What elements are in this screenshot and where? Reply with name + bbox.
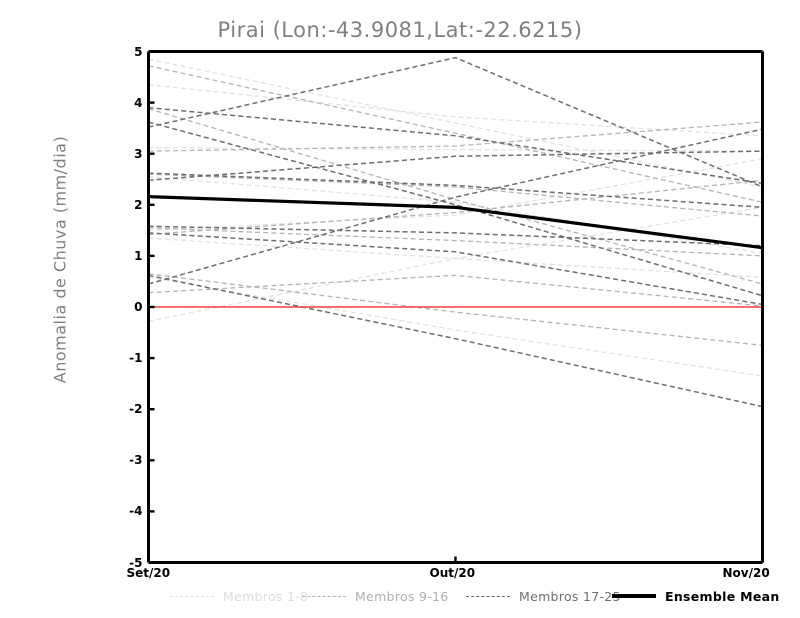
member-line (148, 206, 763, 322)
member-line (148, 106, 763, 185)
member-line (148, 150, 763, 182)
series-layer (148, 56, 763, 408)
member-line (148, 128, 763, 285)
y-axis-tick-label: 4 (134, 95, 143, 110)
y-axis-tick-label: -2 (129, 402, 143, 417)
ensemble-mean-line (148, 195, 763, 250)
y-axis-tick-label: 2 (134, 197, 143, 212)
legend-label: Membros 1-8 (223, 588, 309, 604)
legend-swatch (170, 595, 214, 597)
member-line (148, 146, 763, 152)
y-axis-tick-label: -4 (129, 504, 143, 519)
member-line (148, 227, 763, 257)
y-axis-tick-label: 0 (134, 300, 143, 314)
member-line (148, 108, 763, 285)
axis-layer (147, 50, 764, 564)
legend-item: Ensemble Mean (612, 586, 780, 606)
x-axis-tick-label: Set/20 (126, 566, 171, 580)
legend-item: Membros 9-16 (302, 586, 449, 606)
legend-swatch (612, 594, 656, 598)
member-line (148, 237, 763, 279)
member-line (148, 179, 763, 236)
legend-item: Membros 1-8 (170, 586, 308, 606)
y-axis-tick-label: 3 (134, 146, 143, 161)
member-line (148, 232, 763, 306)
legend-label: Ensemble Mean (665, 588, 780, 604)
y-axis-tick-label: -5 (129, 555, 143, 570)
member-line (148, 274, 763, 408)
page-title: Pirai (Lon:-43.9081,Lat:-22.6215) (217, 18, 583, 42)
member-line (148, 276, 763, 377)
member-line (148, 65, 763, 203)
legend-label: Membros 17-25 (519, 588, 621, 604)
member-line (148, 173, 763, 217)
legend-label: Membros 9-16 (355, 588, 449, 604)
member-line (148, 225, 763, 247)
y-axis-tick-label: -3 (129, 453, 143, 468)
x-axis-tick-label: Out/20 (429, 566, 476, 580)
legend-swatch (466, 595, 510, 597)
member-line (148, 176, 763, 254)
member-line (148, 56, 763, 188)
member-line (148, 121, 763, 152)
member-line (148, 58, 763, 188)
legend-item: Membros 17-25 (466, 586, 621, 606)
member-line (148, 158, 763, 231)
x-axis-tick-label: Nov/20 (722, 566, 770, 580)
y-axis-tick-label: 5 (134, 44, 143, 59)
member-line (148, 172, 763, 209)
y-axis-tick-label: -1 (129, 351, 143, 366)
member-line (148, 274, 763, 307)
chart-legend: Membros 1-8 Membros 9-16 Membros 17-25 Ense… (0, 586, 800, 608)
legend-swatch (302, 595, 346, 597)
member-line (148, 273, 763, 346)
y-axis-tick-label: 1 (134, 248, 143, 263)
member-line (148, 84, 763, 137)
